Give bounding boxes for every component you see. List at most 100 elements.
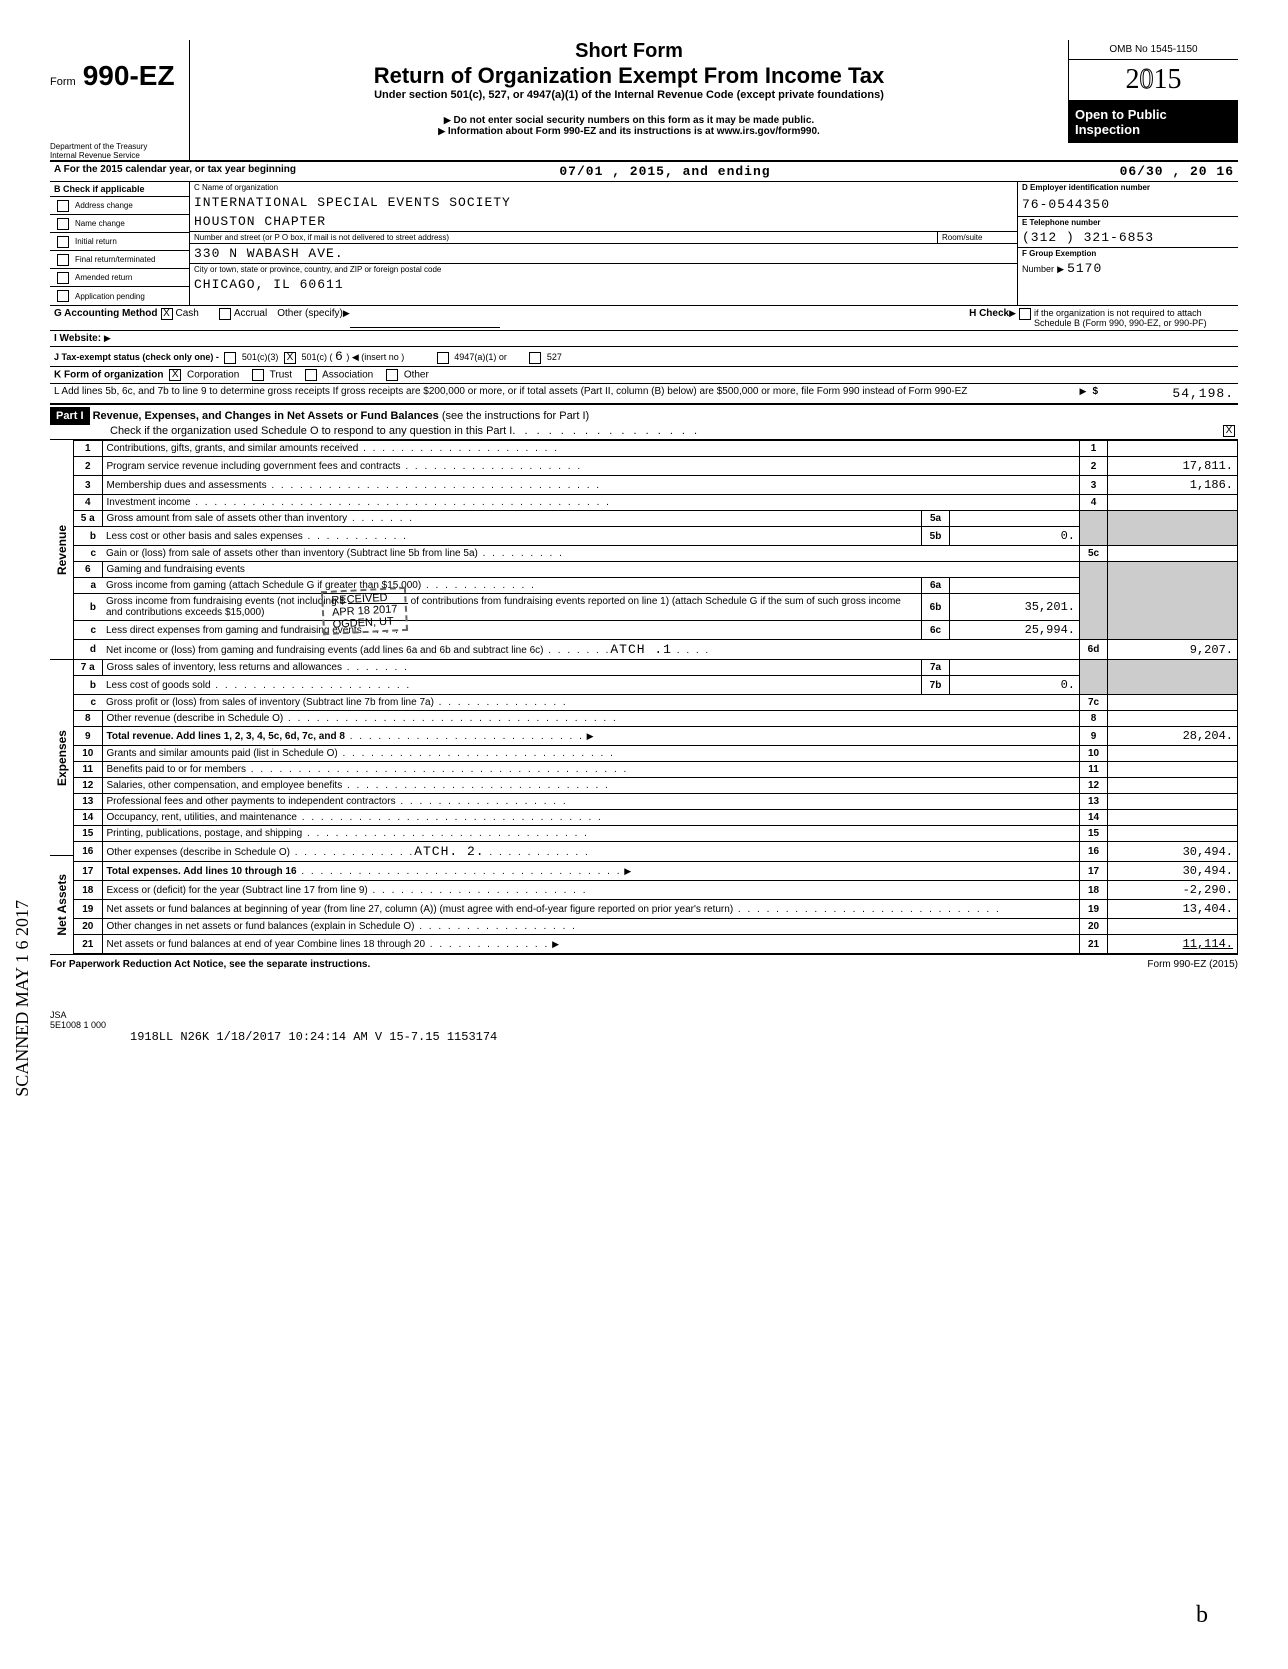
atch-ref: ATCH .1 xyxy=(610,642,672,657)
checkbox-501c[interactable] xyxy=(284,352,296,364)
i-label: I Website: xyxy=(54,333,101,344)
line-num: 15 xyxy=(74,826,102,842)
checkbox-amended[interactable] xyxy=(57,272,69,284)
line-num: 9 xyxy=(74,727,102,746)
line-desc: Salaries, other compensation, and employ… xyxy=(107,780,343,791)
ein-value: 76-0544350 xyxy=(1018,193,1238,217)
sub-num: d xyxy=(74,640,102,660)
box-num: 3 xyxy=(1080,476,1108,495)
amount xyxy=(1108,746,1238,762)
check-label: Address change xyxy=(75,201,133,210)
h-text: if the organization is not required to a… xyxy=(1034,308,1234,328)
box-num: 15 xyxy=(1080,826,1108,842)
form-ref: Form 990-EZ (2015) xyxy=(1147,959,1238,970)
amount: 11,114. xyxy=(1108,935,1238,954)
triangle-icon xyxy=(1057,263,1064,275)
check-label: Amended return xyxy=(75,273,132,282)
box-num: 1 xyxy=(1080,441,1108,457)
org-name-1: INTERNATIONAL SPECIAL EVENTS SOCIETY xyxy=(190,193,1017,212)
c-label: C Name of organization xyxy=(190,182,1017,193)
checkbox-name-change[interactable] xyxy=(57,218,69,230)
k-assoc: Association xyxy=(322,370,373,381)
checkbox-4947[interactable] xyxy=(437,352,449,364)
sub-num: c xyxy=(74,695,102,711)
f-number-label: Number xyxy=(1022,264,1054,274)
line-desc: Contributions, gifts, grants, and simila… xyxy=(107,443,359,454)
form-header: Form 990-EZ Department of the Treasury I… xyxy=(50,40,1238,160)
checkbox-501c3[interactable] xyxy=(224,352,236,364)
checkbox-other-org[interactable] xyxy=(386,369,398,381)
l-text: L Add lines 5b, 6c, and 7b to line 9 to … xyxy=(54,386,1080,401)
line-num: 2 xyxy=(74,457,102,476)
part1-label: Part I xyxy=(50,407,90,425)
amount xyxy=(1108,794,1238,810)
checkbox-cash[interactable] xyxy=(161,308,173,320)
checkbox-h[interactable] xyxy=(1019,308,1031,320)
cash-label: Cash xyxy=(176,308,199,328)
line-num: 17 xyxy=(74,862,102,881)
checkbox-address-change[interactable] xyxy=(57,200,69,212)
line-num: 5 a xyxy=(74,511,102,527)
line-desc: Other changes in net assets or fund bala… xyxy=(107,921,415,932)
box-num: 10 xyxy=(1080,746,1108,762)
other-specify-field[interactable] xyxy=(350,308,500,328)
amount: 1,186. xyxy=(1108,476,1238,495)
box-num: 18 xyxy=(1080,881,1108,900)
amount xyxy=(1108,546,1238,562)
triangle-icon xyxy=(104,333,111,344)
box-num: 5a xyxy=(922,511,950,527)
checkbox-corporation[interactable] xyxy=(169,369,181,381)
tax-year: 2015 xyxy=(1126,64,1182,95)
triangle-icon xyxy=(1009,308,1016,328)
l-amount: 54,198. xyxy=(1104,386,1234,401)
footer-stamp: 1918LL N26K 1/18/2017 10:24:14 AM V 15-7… xyxy=(130,1030,1238,1044)
sub-num: b xyxy=(74,676,102,695)
checkbox-schedule-o[interactable] xyxy=(1223,425,1235,437)
line-desc: Less cost of goods sold xyxy=(106,680,211,691)
short-form-title: Short Form xyxy=(190,40,1068,63)
check-column: Address change Name change Initial retur… xyxy=(50,197,189,305)
amount: 28,204. xyxy=(1108,727,1238,746)
stamp-ogden: OGDEN, UT xyxy=(332,615,398,630)
k-label: K Form of organization xyxy=(54,370,163,381)
line-desc: Gross profit or (loss) from sales of inv… xyxy=(106,697,434,708)
checkbox-accrual[interactable] xyxy=(219,308,231,320)
check-label: Final return/terminated xyxy=(75,255,155,264)
checkbox-pending[interactable] xyxy=(57,290,69,302)
line-num: 12 xyxy=(74,778,102,794)
line-num: 7 a xyxy=(74,660,102,676)
other-label: Other (specify) xyxy=(277,308,343,328)
box-num: 7a xyxy=(922,660,950,676)
g-label: G Accounting Method xyxy=(54,308,158,328)
checkbox-initial-return[interactable] xyxy=(57,236,69,248)
checkbox-association[interactable] xyxy=(305,369,317,381)
triangle-icon xyxy=(343,308,350,328)
amount xyxy=(1108,762,1238,778)
j-opt3: 4947(a)(1) or xyxy=(454,352,507,362)
line-desc: Occupancy, rent, utilities, and maintena… xyxy=(107,812,297,823)
line-desc: Grants and similar amounts paid (list in… xyxy=(107,748,338,759)
amount xyxy=(1108,826,1238,842)
part1-title: Revenue, Expenses, and Changes in Net As… xyxy=(93,410,439,422)
inner-amount: 0. xyxy=(950,676,1080,695)
line-desc: Membership dues and assessments xyxy=(107,480,267,491)
sub-num: b xyxy=(74,527,102,546)
j-opt4: 527 xyxy=(547,352,562,362)
line-num: 10 xyxy=(74,746,102,762)
amount xyxy=(1108,810,1238,826)
checkbox-trust[interactable] xyxy=(252,369,264,381)
sub-num: a xyxy=(74,578,102,594)
checkbox-final-return[interactable] xyxy=(57,254,69,266)
checkbox-527[interactable] xyxy=(529,352,541,364)
group-number: 5170 xyxy=(1067,261,1102,276)
box-num: 6d xyxy=(1080,640,1108,660)
period-end: 06/30 , 20 16 xyxy=(1034,164,1234,179)
footer-code: 5E1008 1 000 xyxy=(50,1020,1238,1030)
handwritten-mark: b xyxy=(1196,1602,1208,1629)
amount xyxy=(1108,711,1238,727)
box-num: 6a xyxy=(922,578,950,594)
amount: -2,290. xyxy=(1108,881,1238,900)
org-city: CHICAGO, IL 60611 xyxy=(190,275,1017,294)
addr-label: Number and street (or P O box, if mail i… xyxy=(190,232,937,243)
e-label: E Telephone number xyxy=(1018,217,1238,228)
